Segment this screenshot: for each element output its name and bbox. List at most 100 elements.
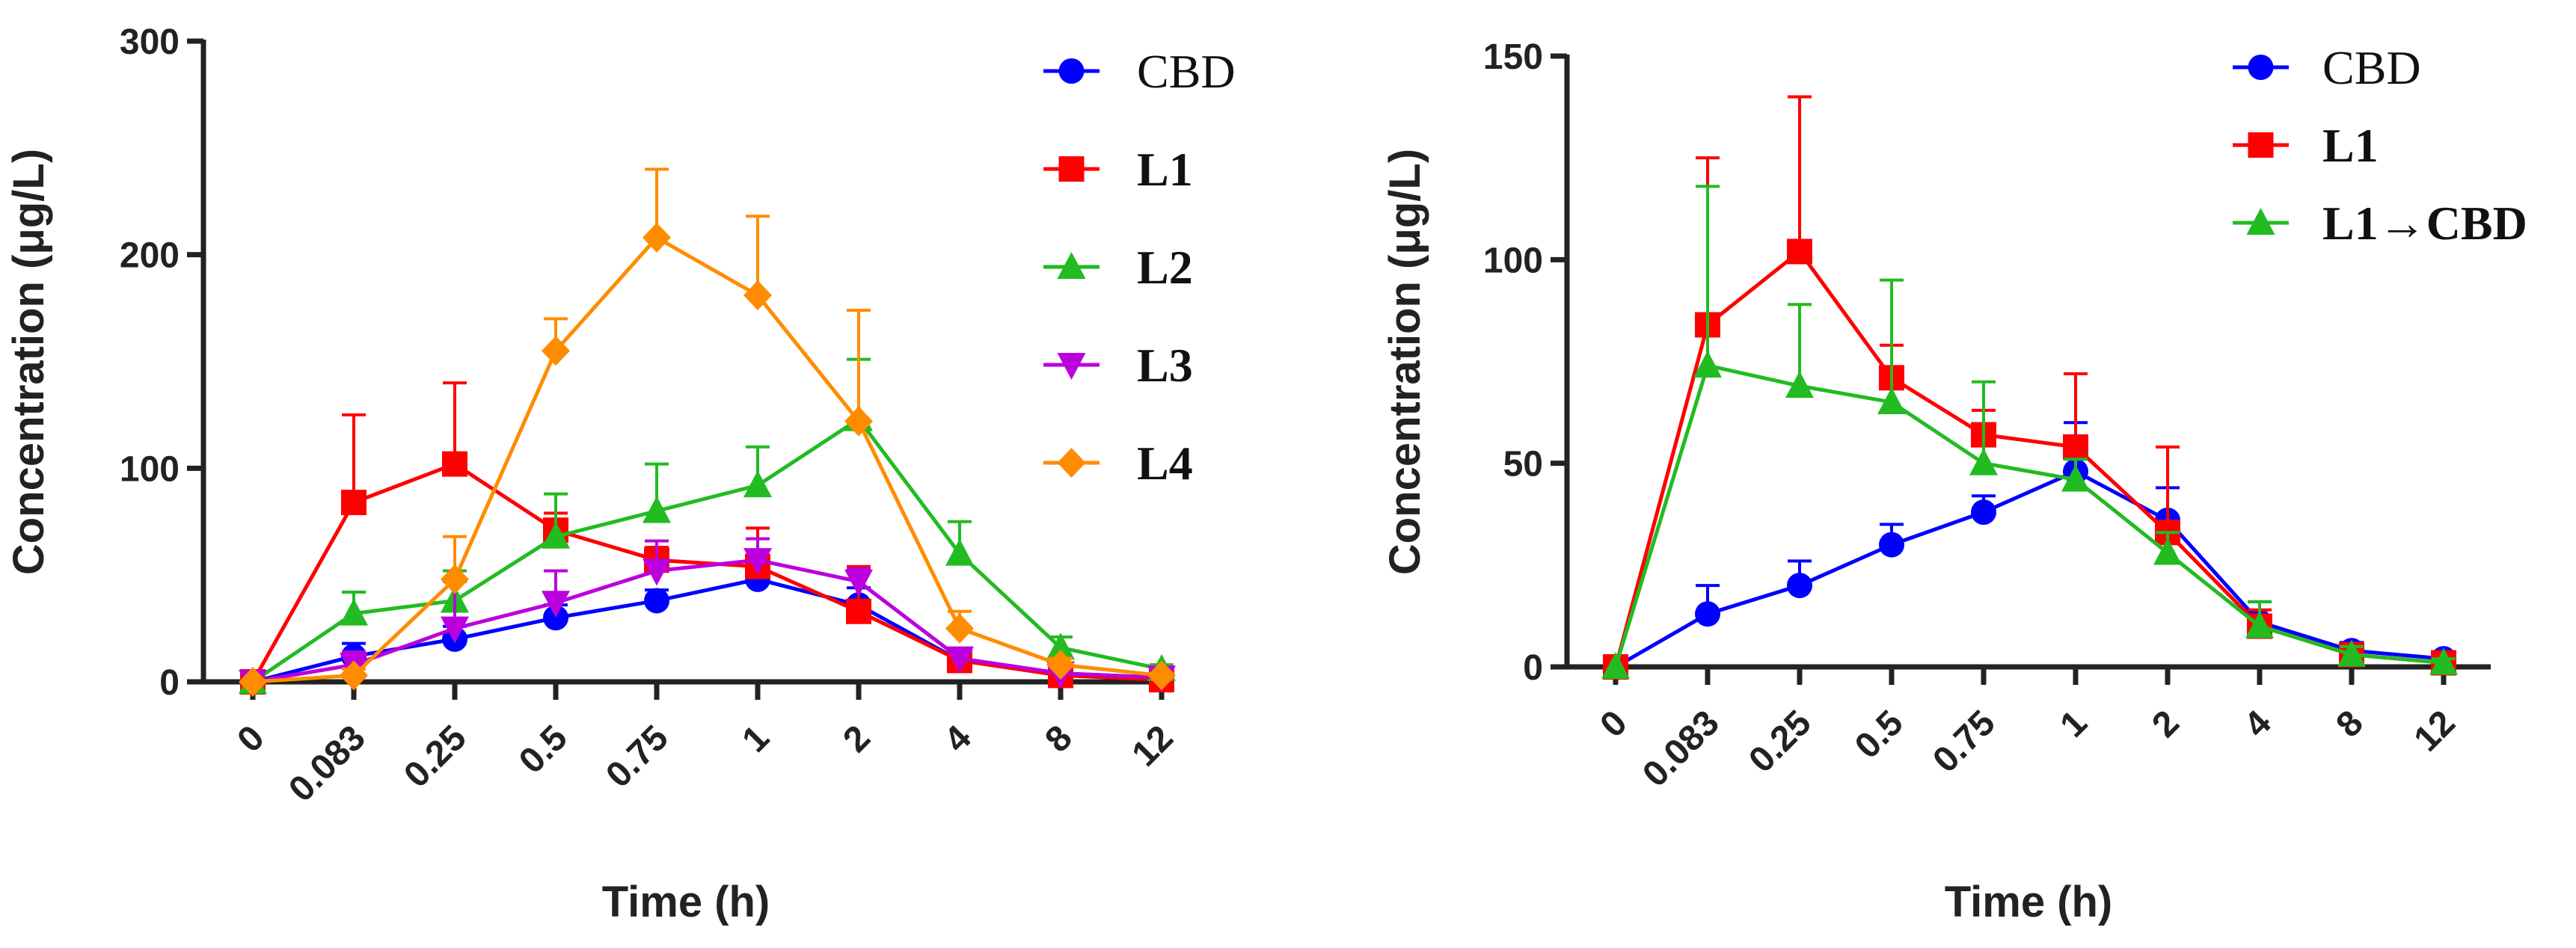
y-tick-label: 0 bbox=[159, 663, 180, 703]
series-2 bbox=[239, 357, 1176, 694]
data-point bbox=[1879, 532, 1904, 558]
data-point bbox=[542, 591, 570, 618]
x-tick-label: 0.75 bbox=[598, 718, 676, 795]
data-point bbox=[743, 280, 772, 310]
legend-marker bbox=[1057, 252, 1086, 279]
data-point bbox=[441, 564, 469, 594]
y-axis-title: Concentration (μg/L) bbox=[4, 149, 53, 575]
x-tick-label: 0 bbox=[1592, 703, 1634, 745]
series-line bbox=[1613, 363, 2444, 668]
legend-label: L1 bbox=[1137, 143, 1193, 196]
x-tick-label: 0.5 bbox=[512, 718, 575, 781]
legend-marker bbox=[1058, 58, 1085, 84]
data-point bbox=[2245, 611, 2274, 638]
x-axis-title: Time (h) bbox=[1945, 878, 2113, 926]
y-tick-label: 0 bbox=[1523, 648, 1543, 688]
y-tick-label: 300 bbox=[120, 22, 180, 62]
data-point bbox=[643, 558, 671, 586]
x-tick-label: 0.5 bbox=[1847, 703, 1911, 766]
x-tick-label: 2 bbox=[835, 718, 877, 760]
data-point bbox=[643, 496, 671, 523]
x-axis-title: Time (h) bbox=[602, 878, 770, 926]
legend: CBD L1 L2 L3 L4 bbox=[1043, 45, 1236, 490]
legend-marker bbox=[1057, 353, 1086, 380]
series-0 bbox=[1603, 421, 2456, 680]
x-tick-label: 2 bbox=[2144, 703, 2186, 745]
x-tick-label: 12 bbox=[1125, 718, 1181, 774]
x-tick-label: 0.25 bbox=[396, 718, 474, 795]
y-tick-label: 100 bbox=[120, 449, 180, 489]
x-tick-label: 0.083 bbox=[1635, 703, 1726, 794]
x-tick-label: 0.75 bbox=[1925, 703, 2003, 781]
data-point bbox=[1787, 573, 1812, 599]
y-tick-label: 200 bbox=[120, 236, 180, 276]
data-point bbox=[1693, 350, 1722, 378]
series-4 bbox=[239, 167, 1176, 697]
y-tick-label: 50 bbox=[1503, 445, 1543, 484]
y-tick-label: 100 bbox=[1483, 241, 1543, 280]
series-line bbox=[252, 558, 1162, 684]
data-point bbox=[542, 521, 570, 549]
data-point bbox=[945, 646, 974, 674]
data-point bbox=[1601, 652, 1630, 679]
data-point bbox=[1785, 371, 1814, 398]
x-tick-label: 12 bbox=[2407, 703, 2463, 759]
data-point bbox=[1971, 499, 1996, 526]
legend-label: CBD bbox=[1137, 45, 1236, 98]
series-2 bbox=[1601, 185, 2458, 679]
x-tick-label: 4 bbox=[936, 718, 979, 760]
legend-marker bbox=[1058, 156, 1085, 182]
data-point bbox=[2063, 434, 2088, 460]
data-point bbox=[743, 470, 772, 498]
legend-label: CBD bbox=[2322, 41, 2421, 94]
legend-marker bbox=[2246, 208, 2275, 235]
data-point bbox=[2153, 538, 2182, 565]
data-point bbox=[844, 569, 873, 597]
x-tick-label: 8 bbox=[1037, 718, 1079, 760]
legend-label: L2 bbox=[1137, 241, 1193, 294]
series-line bbox=[252, 236, 1162, 684]
data-point bbox=[644, 588, 669, 614]
series-line bbox=[251, 417, 1162, 684]
legend: CBD L1 L1→CBD bbox=[2233, 41, 2527, 250]
legend-marker bbox=[2248, 55, 2274, 80]
data-point bbox=[1969, 448, 1998, 475]
x-tick-label: 1 bbox=[735, 718, 776, 760]
x-tick-label: 8 bbox=[2328, 703, 2370, 745]
series-1 bbox=[1603, 95, 2456, 680]
series-line bbox=[251, 462, 1162, 683]
data-point bbox=[1877, 387, 1906, 414]
x-tick-label: 0 bbox=[230, 718, 272, 760]
data-point bbox=[1046, 632, 1075, 660]
data-point bbox=[1695, 601, 1720, 627]
data-point bbox=[846, 598, 871, 624]
data-point bbox=[844, 406, 873, 437]
data-point bbox=[743, 548, 772, 576]
legend-label: L3 bbox=[1137, 339, 1193, 392]
series-line bbox=[1614, 470, 2444, 669]
data-point bbox=[441, 616, 469, 644]
legend-label: L4 bbox=[1137, 437, 1193, 490]
data-point bbox=[340, 660, 368, 691]
x-tick-label: 0.25 bbox=[1741, 703, 1819, 781]
series-0 bbox=[240, 561, 1174, 695]
legend-label: L1 bbox=[2322, 119, 2379, 172]
data-point bbox=[239, 667, 267, 697]
y-tick-label: 150 bbox=[1483, 37, 1543, 77]
data-point bbox=[2061, 464, 2090, 492]
x-tick-label: 0.083 bbox=[281, 718, 372, 809]
data-point bbox=[542, 336, 570, 366]
data-point bbox=[1147, 660, 1176, 691]
legend-label: L1→CBD bbox=[2322, 197, 2527, 250]
legend-marker bbox=[1057, 448, 1086, 478]
data-point bbox=[1787, 238, 1812, 265]
data-point bbox=[945, 538, 974, 566]
data-point bbox=[945, 613, 974, 644]
data-point bbox=[1046, 650, 1075, 680]
data-point bbox=[341, 490, 367, 516]
data-point bbox=[2337, 639, 2366, 667]
y-axis-title: Concentration (μg/L) bbox=[1381, 149, 1429, 575]
